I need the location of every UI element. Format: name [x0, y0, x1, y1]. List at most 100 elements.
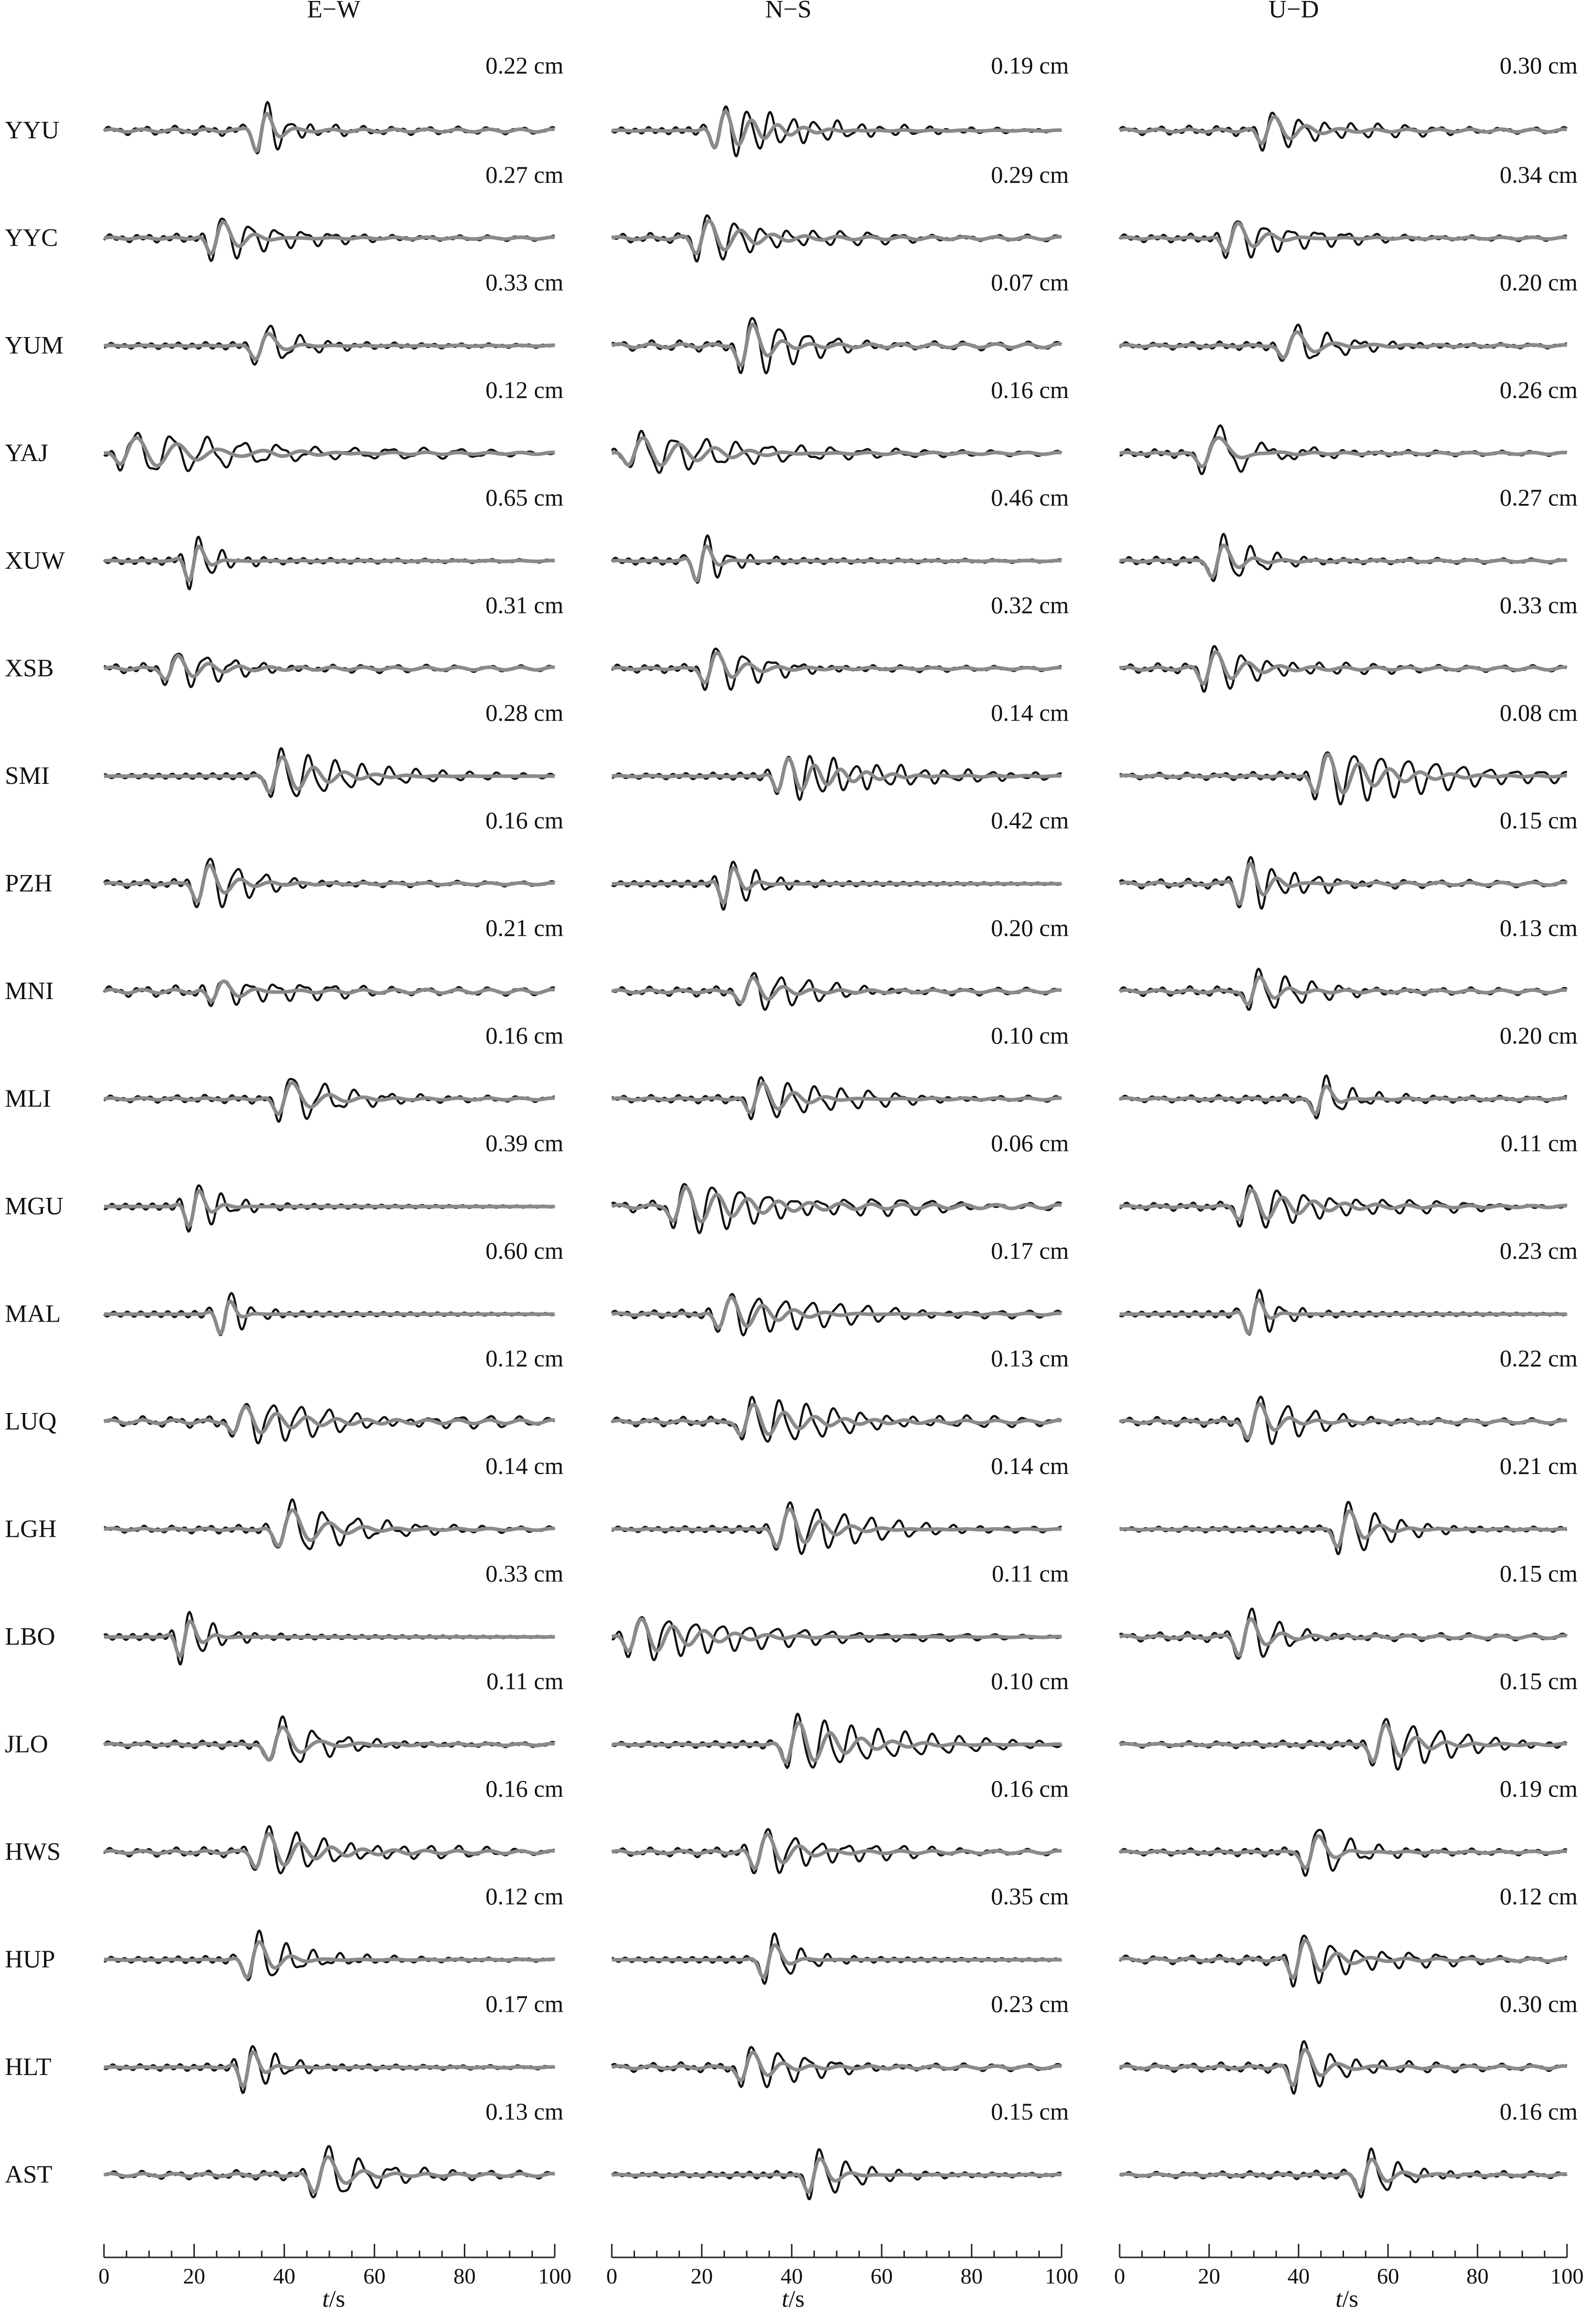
synthetic-trace [103, 1081, 556, 1116]
synthetic-trace [611, 1081, 1063, 1115]
amplitude-label: 0.16 cm [486, 807, 563, 834]
amplitude-label: 0.15 cm [991, 2098, 1069, 2125]
amplitude-label: 0.13 cm [1500, 914, 1578, 942]
synthetic-trace [611, 2050, 1063, 2082]
synthetic-trace [1119, 752, 1568, 795]
x-tick-label: 80 [961, 2264, 983, 2288]
amplitude-label: 0.33 cm [486, 1560, 563, 1587]
amplitude-label: 0.23 cm [1500, 1237, 1578, 1264]
amplitude-label: 0.06 cm [991, 1130, 1069, 1157]
station-label-jlo: JLO [5, 1731, 48, 1758]
amplitude-label: 0.16 cm [991, 1775, 1069, 1802]
synthetic-trace [1119, 1723, 1568, 1764]
time-axes: t/s t/s t/s 0 20 40 60 80 100 0 20 40 60 80 100 0 20 4… [99, 2244, 1584, 2312]
station-label-ast: AST [5, 2161, 52, 2189]
synthetic-trace [1119, 1938, 1568, 1980]
synthetic-trace [103, 1619, 556, 1658]
x-tick-label: 0 [99, 2264, 110, 2288]
synthetic-trace [611, 436, 1063, 467]
amplitude-label: 0.42 cm [991, 807, 1069, 834]
x-tick-label: 40 [781, 2264, 803, 2288]
amplitude-label: 0.12 cm [486, 1345, 563, 1372]
synthetic-trace [611, 109, 1063, 149]
observed-trace [611, 754, 1062, 801]
observed-trace [103, 1184, 555, 1233]
synthetic-trace [1119, 1084, 1568, 1116]
amplitude-label: 0.65 cm [486, 484, 563, 511]
amplitude-label: 0.32 cm [991, 591, 1069, 619]
synthetic-trace [103, 863, 556, 904]
x-tick-label: 100 [538, 2264, 572, 2288]
x-tick-label: 80 [1466, 2264, 1489, 2288]
synthetic-trace [611, 1185, 1063, 1223]
amplitude-labels: 0.22 cm 0.19 cm 0.30 cm 0.27 cm 0.29 cm 0.34 … [486, 52, 1578, 2125]
observed-trace [1119, 1289, 1568, 1336]
amplitude-label: 0.14 cm [991, 1452, 1069, 1479]
synthetic-trace [103, 1832, 556, 1870]
amplitude-label: 0.07 cm [991, 269, 1069, 296]
amplitude-label: 0.20 cm [991, 914, 1069, 942]
synthetic-trace [103, 545, 556, 583]
synthetic-trace [103, 112, 556, 153]
synthetic-trace [103, 220, 556, 256]
amplitude-label: 0.13 cm [991, 1345, 1069, 1372]
x-tick-label: 100 [1551, 2264, 1584, 2288]
amplitude-label: 0.16 cm [1500, 2098, 1578, 2125]
waveform-traces [103, 101, 1568, 2200]
observed-trace [103, 2045, 555, 2094]
synthetic-trace [1119, 543, 1568, 579]
observed-trace [103, 217, 555, 262]
synthetic-trace [1119, 1297, 1568, 1335]
amplitude-label: 0.33 cm [1500, 591, 1578, 619]
synthetic-trace [103, 1725, 556, 1762]
amplitude-label: 0.14 cm [486, 1452, 563, 1479]
station-label-yyu: YYU [5, 117, 59, 144]
synthetic-trace [611, 219, 1063, 256]
station-label-xsb: XSB [5, 655, 54, 682]
component-title-ud: U−D [1269, 0, 1319, 23]
synthetic-trace [1119, 436, 1568, 469]
station-label-yyc: YYC [5, 224, 58, 252]
amplitude-label: 0.28 cm [486, 699, 563, 726]
amplitude-label: 0.08 cm [1500, 699, 1578, 726]
synthetic-trace [103, 1189, 556, 1228]
x-tick-label: 60 [871, 2264, 893, 2288]
amplitude-label: 0.30 cm [1500, 1990, 1578, 2018]
synthetic-trace [1119, 2157, 1568, 2194]
observed-trace [1119, 324, 1567, 362]
amplitude-label: 0.11 cm [1501, 1130, 1578, 1157]
amplitude-label: 0.30 cm [1500, 52, 1578, 79]
station-label-mgu: MGU [5, 1193, 63, 1220]
amplitude-label: 0.15 cm [1500, 807, 1578, 834]
observed-trace [103, 980, 555, 1007]
synthetic-trace [611, 866, 1063, 905]
x-tick-label: 80 [454, 2264, 476, 2288]
synthetic-trace [103, 2050, 556, 2089]
amplitude-label: 0.12 cm [1500, 1883, 1578, 1910]
station-label-pzh: PZH [5, 870, 52, 898]
amplitude-label: 0.31 cm [486, 591, 563, 619]
synthetic-trace [611, 323, 1063, 368]
synthetic-trace [611, 651, 1063, 685]
station-label-hlt: HLT [5, 2053, 51, 2081]
synthetic-trace [611, 1721, 1063, 1765]
amplitude-label: 0.20 cm [1500, 269, 1578, 296]
x-tick-label: 60 [363, 2264, 385, 2288]
amplitude-label: 0.15 cm [1500, 1667, 1578, 1694]
observed-trace [1119, 112, 1568, 152]
station-label-luq: LUQ [5, 1408, 57, 1435]
amplitude-label: 0.17 cm [991, 1237, 1069, 1264]
amplitude-label: 0.10 cm [991, 1022, 1069, 1049]
amplitude-label: 0.17 cm [486, 1990, 563, 2018]
amplitude-label: 0.35 cm [991, 1883, 1069, 1910]
station-label-xuw: XUW [5, 547, 65, 575]
station-label-yaj: YAJ [5, 440, 48, 467]
amplitude-label: 0.46 cm [991, 484, 1069, 511]
amplitude-label: 0.33 cm [486, 269, 563, 296]
synthetic-trace [103, 979, 556, 1003]
observed-trace [1119, 1607, 1568, 1660]
amplitude-label: 0.22 cm [486, 52, 563, 79]
x-tick-label: 20 [183, 2264, 205, 2288]
synthetic-trace [1119, 650, 1568, 686]
synthetic-trace [1119, 1402, 1568, 1440]
